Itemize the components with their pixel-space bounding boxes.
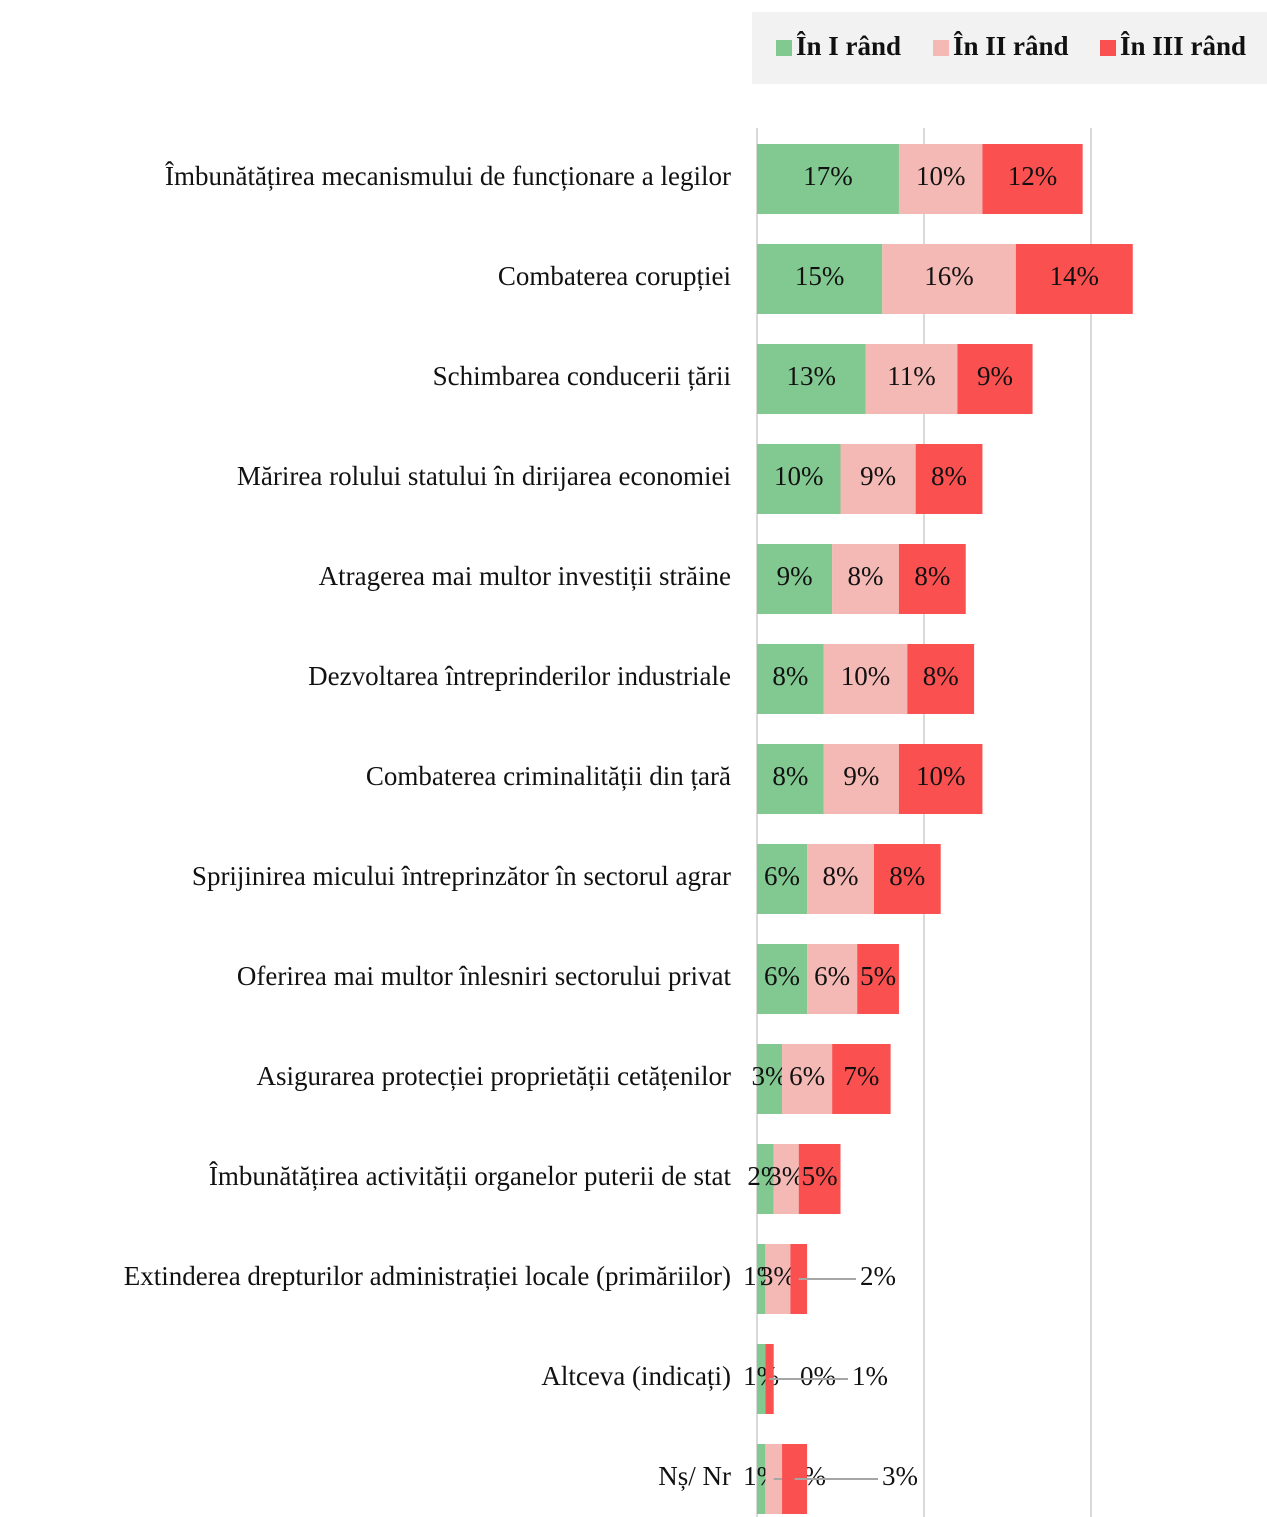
bar-segment: [757, 344, 866, 414]
category-label: Oferirea mai multor înlesniri sectorului…: [237, 961, 732, 991]
bar-segment: [757, 644, 824, 714]
value-label: 3%: [882, 1461, 918, 1491]
value-label: 8%: [848, 561, 884, 591]
bar-segment: [757, 1044, 783, 1114]
bar-segment: [1015, 244, 1133, 314]
value-label: 0%: [800, 1361, 836, 1391]
bar-segment: [782, 1044, 833, 1114]
bar-segment: [857, 944, 899, 1014]
legend-label: În III rând: [1120, 31, 1246, 61]
value-label: 12%: [1008, 161, 1058, 191]
bar-segment: [823, 744, 899, 814]
value-label: 5%: [802, 1161, 838, 1191]
category-label: Combaterea corupției: [498, 261, 731, 291]
bar-segment: [915, 444, 983, 514]
bar-segment: [882, 244, 1016, 314]
category-label: Combaterea criminalității din țară: [366, 761, 731, 791]
bar-segment: [823, 644, 908, 714]
legend-swatch: [1100, 40, 1116, 56]
bar-segment: [957, 344, 1033, 414]
legend-label: În I rând: [796, 31, 901, 61]
bar-segment: [757, 844, 808, 914]
value-label: 8%: [823, 861, 859, 891]
value-label: 8%: [772, 661, 808, 691]
bar-segment: [898, 144, 983, 214]
bar-segment: [832, 544, 899, 614]
bar-segment: [757, 1344, 766, 1414]
value-label: 10%: [774, 461, 824, 491]
value-label: 2%: [860, 1261, 896, 1291]
category-label: Îmbunătățirea mecanismului de funcționar…: [165, 161, 731, 191]
value-label: 10%: [916, 161, 966, 191]
category-label: Dezvoltarea întreprinderilor industriale: [308, 661, 731, 691]
bar-segment: [757, 1244, 766, 1314]
bar-segment: [765, 1244, 791, 1314]
value-label: 9%: [843, 761, 879, 791]
value-label: 16%: [924, 261, 974, 291]
bar-segment: [898, 544, 966, 614]
bar-segment: [773, 1144, 799, 1214]
value-label: 8%: [889, 861, 925, 891]
value-label: 7%: [843, 1061, 879, 1091]
bar-segment: [873, 844, 941, 914]
bar-segment: [757, 544, 833, 614]
value-label: 6%: [789, 1061, 825, 1091]
legend-box: [752, 12, 1267, 84]
category-label: Îmbunătățirea activității organelor pute…: [209, 1161, 732, 1191]
bar-segment: [757, 244, 883, 314]
value-label: 15%: [795, 261, 845, 291]
value-label: 6%: [814, 961, 850, 991]
category-label: Asigurarea protecției proprietății cetăț…: [256, 1061, 731, 1091]
bar-segment: [757, 444, 841, 514]
bar-segment: [757, 744, 824, 814]
value-label: 17%: [803, 161, 853, 191]
bar-segment: [865, 344, 958, 414]
bar-segment: [840, 444, 916, 514]
value-label: 8%: [923, 661, 959, 691]
category-label: Atragerea mai multor investiții străine: [319, 561, 731, 591]
value-label: 8%: [931, 461, 967, 491]
value-label: 3%: [760, 1261, 796, 1291]
value-label: 11%: [887, 361, 936, 391]
value-label: 3%: [752, 1061, 788, 1091]
bar-segment: [907, 644, 975, 714]
legend-swatch: [776, 40, 792, 56]
value-label: 1%: [743, 1361, 779, 1391]
category-label: Schimbarea conducerii țării: [433, 361, 731, 391]
bar-segment: [982, 144, 1083, 214]
value-label: 3%: [768, 1161, 804, 1191]
value-label: 1%: [852, 1361, 888, 1391]
legend-swatch: [933, 40, 949, 56]
bar-segment: [798, 1144, 841, 1214]
value-label: 6%: [764, 961, 800, 991]
value-label: 9%: [860, 461, 896, 491]
bar-segment: [757, 944, 808, 1014]
bar-segment: [757, 1144, 774, 1214]
legend-label: În II rând: [953, 31, 1069, 61]
bar-segment: [832, 1044, 891, 1114]
value-label: 9%: [777, 561, 813, 591]
category-label: Sprijinirea micului întreprinzător în se…: [192, 861, 731, 891]
value-label: 8%: [772, 761, 808, 791]
category-label: Nș/ Nr: [658, 1461, 731, 1491]
value-label: 6%: [764, 861, 800, 891]
value-label: 14%: [1050, 261, 1100, 291]
bar-segment: [898, 744, 983, 814]
category-label: Altceva (indicați): [541, 1361, 731, 1391]
category-label: Extinderea drepturilor administrației lo…: [124, 1261, 731, 1291]
bar-segment: [757, 144, 899, 214]
value-label: 9%: [977, 361, 1013, 391]
category-label: Mărirea rolului statului în dirijarea ec…: [237, 461, 731, 491]
bar-segment: [757, 1444, 766, 1514]
bar-segment: [765, 1344, 774, 1414]
value-label: 13%: [787, 361, 837, 391]
value-label: 5%: [860, 961, 896, 991]
value-label: 10%: [916, 761, 966, 791]
value-label: 10%: [841, 661, 891, 691]
value-label: 8%: [914, 561, 950, 591]
bar-segment: [807, 844, 874, 914]
bar-segment: [765, 1444, 783, 1514]
bar-segment: [807, 944, 858, 1014]
